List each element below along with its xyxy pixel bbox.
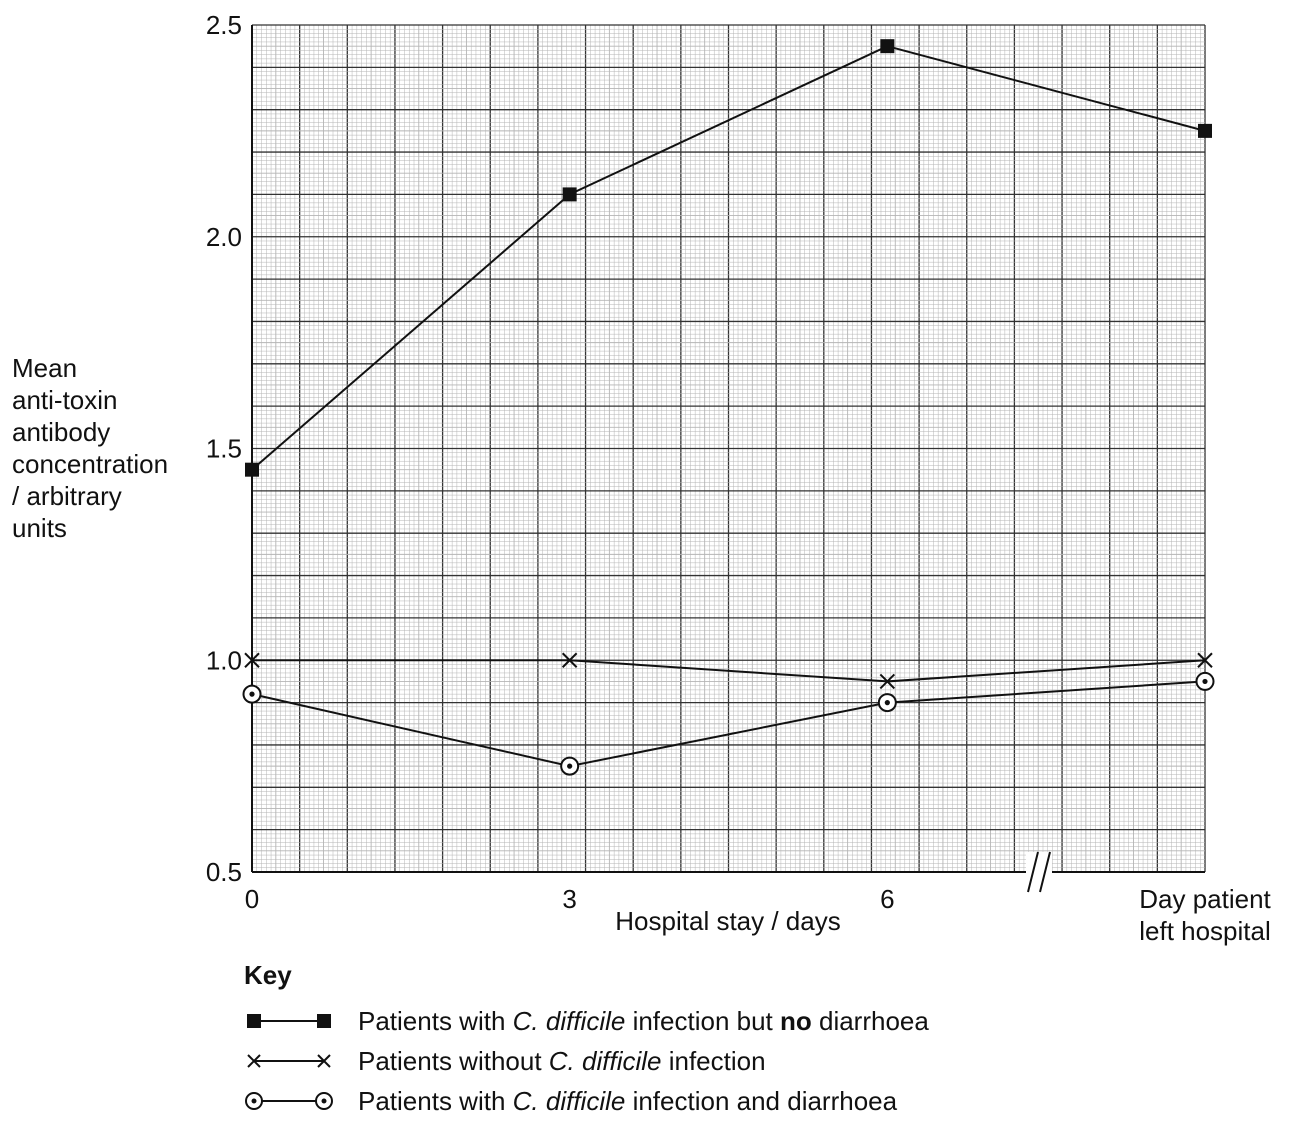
data-point-circle-dot: [249, 691, 255, 697]
data-point-cross: [561, 652, 578, 668]
legend-text-italic: C. difficile: [548, 1045, 662, 1076]
cross-marker-icon: [247, 1054, 331, 1068]
data-point-circle-dot: [567, 763, 573, 769]
legend-label: Patients without C. difficile infection: [358, 1046, 766, 1077]
legend-text: infection and diarrhoea: [625, 1085, 898, 1116]
legend-text: Patients with: [358, 1005, 513, 1036]
legend-text: diarrhoea: [811, 1005, 929, 1036]
legend-text-italic: C. difficile: [512, 1085, 626, 1116]
data-point-circle-dot: [1202, 678, 1208, 685]
data-point-square: [562, 187, 577, 202]
x-axis-title: Hospital stay / days: [615, 906, 840, 936]
y-tick-label: 1.5: [206, 434, 242, 464]
legend-text: infection: [661, 1045, 766, 1076]
data-point-circle-dot: [884, 700, 890, 706]
data-point-square: [245, 462, 259, 477]
x-tick-label-end: Day patient: [1139, 884, 1271, 914]
y-axis-title-line: concentration: [12, 449, 169, 479]
series-line-square: [251, 45, 1206, 471]
legend-entry-dotted-circle: Patients with C. difficile infection and…: [244, 1081, 929, 1121]
legend-text-italic: C. difficile: [512, 1005, 626, 1036]
legend-text: Patients without: [358, 1045, 549, 1076]
y-tick-label: 1.0: [206, 645, 242, 675]
y-axis-title-line: units: [12, 513, 67, 543]
grid: [251, 24, 1206, 873]
y-tick-label: 0.5: [206, 857, 242, 887]
data-point-square: [880, 39, 895, 54]
x-tick-label: 3: [562, 884, 576, 914]
legend-text: infection but: [625, 1005, 780, 1036]
legend-label: Patients with C. difficile infection and…: [358, 1086, 897, 1117]
y-axis-title-line: / arbitrary: [12, 481, 122, 511]
y-axis-title-line: antibody: [12, 417, 111, 447]
y-axis-title: Mean anti-toxin antibody concentration /…: [12, 352, 168, 544]
square-marker-icon: [247, 1014, 331, 1028]
axes: [251, 25, 1205, 893]
legend-text: Patients with: [358, 1085, 513, 1116]
data-point-square: [1198, 123, 1212, 138]
axis-break-mark: [1027, 851, 1039, 893]
y-tick-label: 2.0: [206, 222, 242, 252]
legend-label: Patients with C. difficile infection but…: [358, 1006, 929, 1037]
data-point-cross: [244, 652, 260, 668]
series-line-cross: [252, 659, 1206, 683]
y-tick-label: 2.5: [206, 10, 242, 40]
x-tick-label: 0: [245, 884, 259, 914]
legend-entry-square: Patients with C. difficile infection but…: [244, 1001, 929, 1041]
legend-text-bold: no: [780, 1005, 812, 1036]
x-tick-label-end: left hospital: [1139, 916, 1271, 946]
data-point-cross: [1197, 652, 1213, 668]
series-group: [242, 39, 1215, 776]
x-tick-label: 6: [880, 884, 894, 914]
series-line-dotted-circle: [251, 680, 1206, 768]
y-axis-title-line: Mean: [12, 353, 78, 383]
axis-break-mark: [1039, 851, 1051, 893]
legend-entry-cross: Patients without C. difficile infection: [244, 1041, 929, 1081]
data-point-cross: [879, 673, 896, 690]
legend-title: Key: [244, 960, 292, 990]
legend: Key Patients with C. difficile infection…: [244, 960, 929, 1121]
y-axis-title-line: anti-toxin: [12, 385, 118, 415]
dotted-circle-marker-icon: [245, 1092, 333, 1110]
